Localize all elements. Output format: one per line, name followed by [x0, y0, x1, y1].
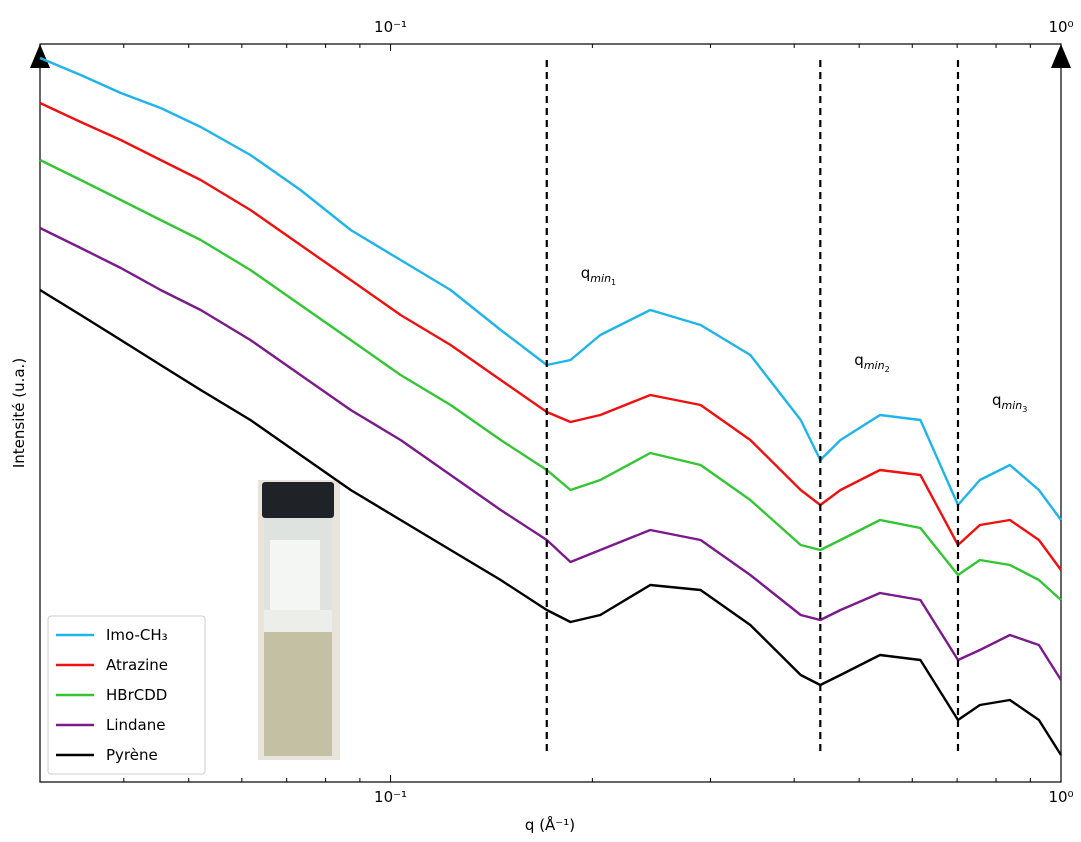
annotation-sub: min [864, 359, 885, 372]
vial-foam [264, 610, 332, 632]
annotation-base: q [581, 264, 591, 282]
vial-label [270, 540, 320, 610]
axis-arrow [1051, 44, 1071, 68]
annotation-index: 3 [1022, 405, 1027, 414]
x-tick-label-top: 10⁻¹ [374, 18, 407, 36]
x-axis-label: q (Å⁻¹) [525, 815, 575, 834]
x-tick-label: 10⁻¹ [374, 788, 407, 806]
series-line [39, 288, 1063, 756]
vial-liquid [264, 630, 332, 756]
x-tick-label-top: 10⁰ [1048, 18, 1073, 36]
annotation: qmin3 [992, 391, 1027, 414]
legend-box [47, 615, 206, 775]
series-line [39, 226, 1063, 681]
annotation: qmin2 [854, 351, 889, 374]
legend-label: Imo-CH₃ [106, 626, 168, 644]
series-line [39, 101, 1062, 571]
plot-frame [39, 43, 1062, 783]
series-line [39, 158, 1062, 601]
vial-cap [262, 482, 334, 518]
annotation-base: q [992, 391, 1002, 409]
inset-photo [258, 480, 340, 760]
series-line [39, 56, 1062, 521]
y-axis-label: Intensité (u.a.) [10, 358, 28, 468]
annotation-sub: min [590, 272, 611, 285]
legend-label: Lindane [106, 716, 165, 734]
legend-label: Atrazine [106, 656, 168, 674]
axis-arrow [30, 44, 50, 68]
annotation-index: 2 [885, 365, 890, 374]
legend-label: HBrCDD [106, 686, 167, 704]
x-tick-label: 10⁰ [1048, 788, 1073, 806]
annotation-base: q [854, 351, 864, 369]
annotation-index: 1 [611, 278, 616, 287]
annotation-sub: min [1002, 399, 1023, 412]
annotation: qmin1 [581, 264, 616, 287]
legend-label: Pyrène [106, 746, 158, 764]
